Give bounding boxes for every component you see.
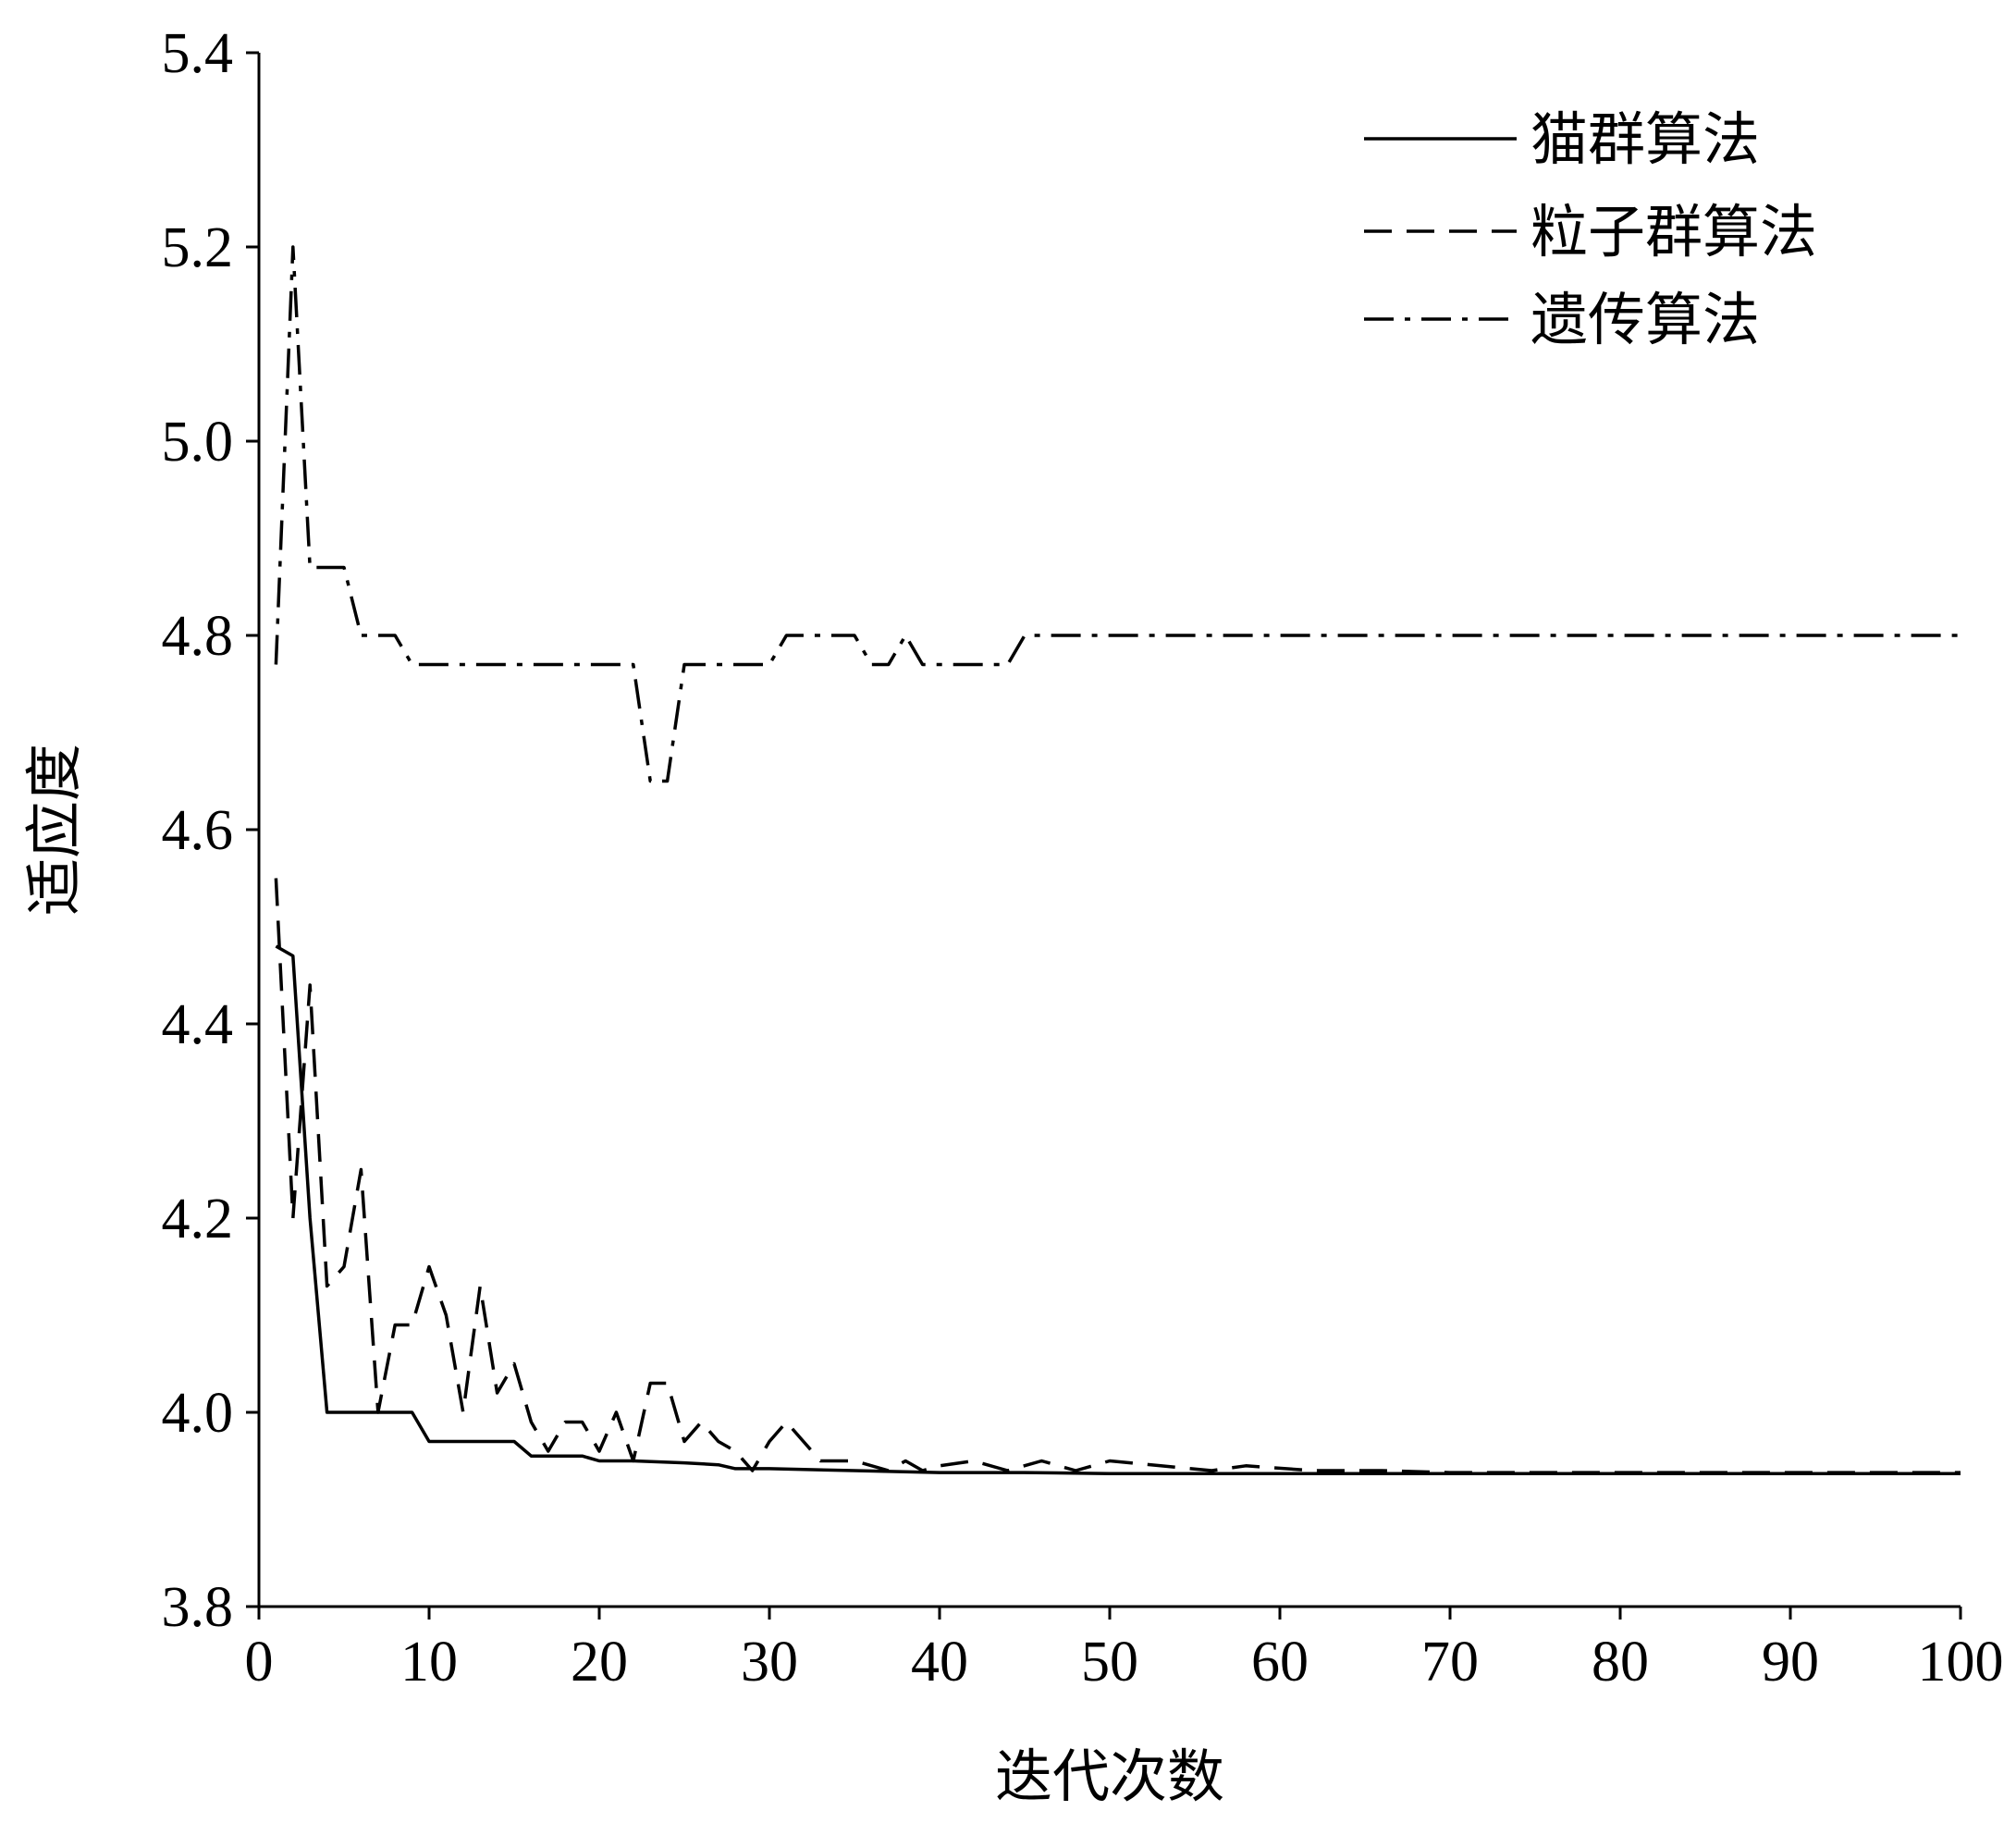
y-tick-label: 3.8 [162,1576,234,1639]
x-tick-label: 70 [1421,1631,1479,1694]
y-tick-label: 4.6 [162,799,234,862]
y-tick-label: 5.4 [162,22,234,85]
x-tick-label: 90 [1762,1631,1819,1694]
x-tick-label: 30 [741,1631,798,1694]
y-tick-label: 5.2 [162,216,234,279]
y-tick-label: 5.0 [162,411,234,474]
legend-label-1: 猫群算法 [1530,105,1760,173]
x-tick-label: 60 [1251,1631,1309,1694]
series-layer [274,245,1961,1475]
y-axis-title: 适应度 [20,744,88,916]
series-line-1 [275,944,1961,1475]
x-tick-label: 20 [571,1631,628,1694]
y-tick-label: 4.2 [162,1188,234,1250]
x-tick-label: 10 [400,1631,458,1694]
axes-layer: 3.8 4.0 4.2 4.4 4.6 4.8 5.0 5.2 5.4 0 10 20 30 40 50 60… [162,22,2004,1694]
x-tick-label: 0 [245,1631,274,1694]
y-tick-label: 4.4 [162,993,234,1056]
y-tick-label: 4.8 [162,605,234,668]
series-line-2 [274,878,1961,1474]
series-line-3 [274,245,1961,783]
x-tick-label: 50 [1081,1631,1138,1694]
x-tick-label: 40 [911,1631,968,1694]
x-axis-title: 迭代次数 [995,1743,1224,1810]
x-tick-label: 80 [1592,1631,1649,1694]
x-tick-label: 100 [1918,1631,2004,1694]
legend-label-3: 遗传算法 [1530,286,1760,353]
y-tick-label: 4.0 [162,1382,234,1445]
legend-label-2: 粒子群算法 [1530,198,1817,265]
